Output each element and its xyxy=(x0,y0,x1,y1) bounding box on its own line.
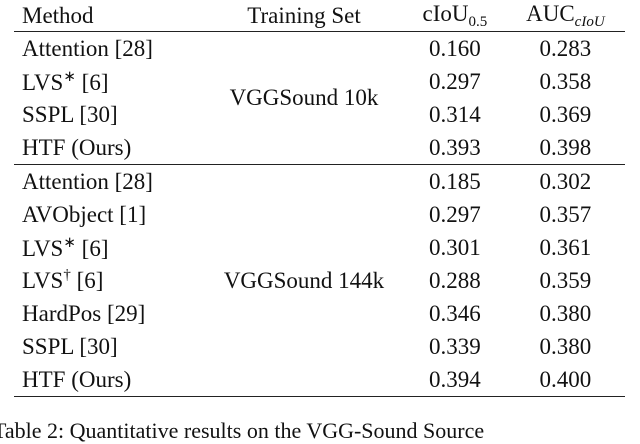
auc-cell: 0.369 xyxy=(539,101,592,127)
ciou-cell: 0.301 xyxy=(429,234,481,260)
method-cell: HTF (Ours) xyxy=(22,366,132,392)
auc-cell: 0.380 xyxy=(539,333,592,359)
method-name: LVS xyxy=(22,70,64,95)
ciou-cell: 0.393 xyxy=(429,134,481,160)
ciou-cell: 0.288 xyxy=(429,267,481,293)
method-cell: Attention [28] xyxy=(22,168,153,194)
header-text: AUC xyxy=(526,0,575,26)
header-cell: Training Set xyxy=(247,2,361,28)
method-cell: SSPL [30] xyxy=(22,333,118,359)
method-cell: LVS∗ [6] xyxy=(14,231,204,264)
ciou-cell: 0.339 xyxy=(429,333,481,359)
table-group: Attention [28] VGGSound 144k 0.185 0.302 AVO… xyxy=(14,165,625,397)
auc-cell: 0.302 xyxy=(539,168,592,194)
auc-cell: 0.283 xyxy=(539,35,592,61)
ciou-cell: 0.314 xyxy=(429,101,481,127)
auc-cell: 0.398 xyxy=(539,134,592,160)
header-cell: Method xyxy=(22,2,94,28)
method-superscript: ∗ xyxy=(63,235,76,251)
method-cell: HTF (Ours) xyxy=(22,134,132,160)
method-superscript: † xyxy=(63,267,71,283)
method-superscript: ∗ xyxy=(63,69,76,85)
auc-cell: 0.358 xyxy=(539,68,592,94)
method-cell: SSPL [30] xyxy=(22,101,118,127)
method-name: LVS xyxy=(22,268,64,293)
header-cell: AUCcIoU xyxy=(506,0,625,32)
table-row: SSPL [30] 0.339 0.380 xyxy=(14,330,625,363)
table-row: LVS∗ [6] 0.301 0.361 xyxy=(14,231,625,264)
table-header: Method Training Set cIoU0.5 AUCcIoU xyxy=(14,0,625,32)
method-citation: [6] xyxy=(70,268,104,293)
method-citation: [6] xyxy=(75,70,109,95)
ciou-cell: 0.160 xyxy=(429,35,481,61)
ciou-cell: 0.185 xyxy=(429,168,481,194)
table-row: LVS† [6] 0.288 0.359 xyxy=(14,264,625,297)
auc-cell: 0.359 xyxy=(539,267,592,293)
ciou-cell: 0.346 xyxy=(429,300,481,326)
auc-cell: 0.357 xyxy=(539,201,592,227)
method-cell: Attention [28] xyxy=(22,35,153,61)
training-set-cell: VGGSound 10k xyxy=(229,85,379,110)
method-cell: LVS∗ [6] xyxy=(14,65,204,98)
ciou-cell: 0.394 xyxy=(429,366,481,392)
table-row: SSPL [30] 0.314 0.369 xyxy=(14,98,625,131)
auc-cell: 0.380 xyxy=(539,300,592,326)
table-row: AVObject [1] 0.297 0.357 xyxy=(14,198,625,231)
results-table: Method Training Set cIoU0.5 AUCcIoU Attenti… xyxy=(14,0,625,397)
table-row: LVS∗ [6] 0.297 0.358 xyxy=(14,65,625,98)
ciou-cell: 0.297 xyxy=(429,201,481,227)
table-row: Attention [28] VGGSound 10k 0.160 0.283 xyxy=(14,32,625,111)
ciou-cell: 0.297 xyxy=(429,68,481,94)
table-row: HTF (Ours) 0.394 0.400 xyxy=(14,363,625,397)
page: Method Training Set cIoU0.5 AUCcIoU Attenti… xyxy=(0,0,625,443)
header-subscript: 0.5 xyxy=(468,13,488,30)
auc-cell: 0.361 xyxy=(539,234,592,260)
header-text: cIoU xyxy=(422,0,469,26)
training-set-cell: VGGSound 144k xyxy=(223,267,385,293)
table-group: Attention [28] VGGSound 10k 0.160 0.283 LVS∗… xyxy=(14,32,625,165)
method-name: LVS xyxy=(22,236,64,261)
auc-cell: 0.400 xyxy=(539,366,592,392)
table-row: Attention [28] VGGSound 144k 0.185 0.302 xyxy=(14,165,625,293)
header-subscript: cIoU xyxy=(574,13,605,30)
table-row: HTF (Ours) 0.393 0.398 xyxy=(14,131,625,165)
header-cell: cIoU0.5 xyxy=(404,0,506,32)
method-cell: AVObject [1] xyxy=(22,201,147,227)
table-row: HardPos [29] 0.346 0.380 xyxy=(14,297,625,330)
method-citation: [6] xyxy=(75,236,109,261)
header-row: Method Training Set cIoU0.5 AUCcIoU xyxy=(14,0,625,32)
method-cell: LVS† [6] xyxy=(14,264,204,297)
method-cell: HardPos [29] xyxy=(22,300,146,326)
caption: Table 2: Quantitative results on the VGG… xyxy=(0,418,485,443)
